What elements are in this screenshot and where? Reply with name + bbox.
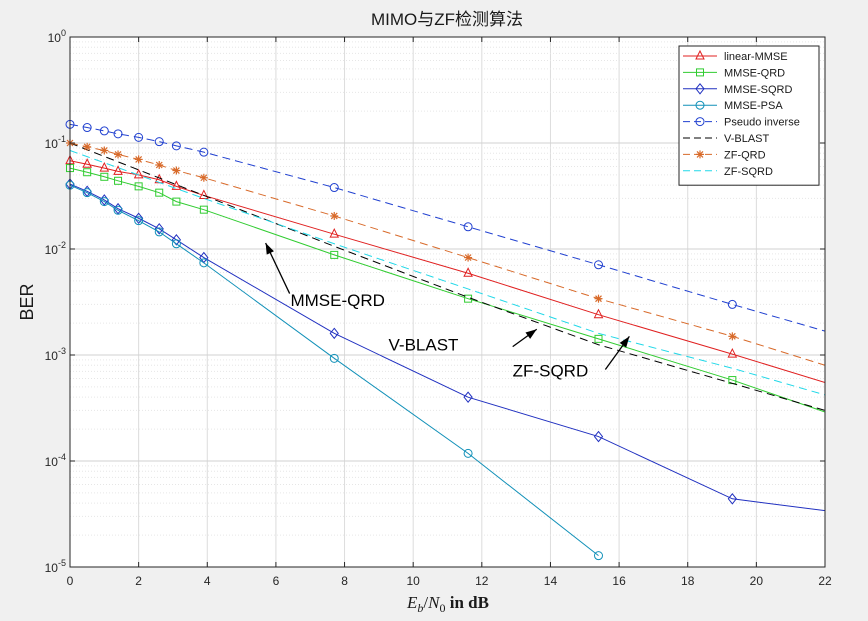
series-marker xyxy=(155,161,163,169)
y-tick-label: 10-5 xyxy=(45,558,66,575)
series-marker xyxy=(100,146,108,154)
series-marker xyxy=(696,150,704,158)
x-tick-label: 0 xyxy=(67,574,74,588)
annotation-label: MMSE-QRD xyxy=(290,291,384,310)
x-tick-label: 22 xyxy=(818,574,832,588)
y-axis-label: BER xyxy=(17,283,37,320)
x-tick-label: 16 xyxy=(612,574,626,588)
y-tick-label: 100 xyxy=(48,28,66,45)
legend-label: linear-MMSE xyxy=(724,51,788,63)
x-tick-label: 18 xyxy=(681,574,695,588)
annotation-label: V-BLAST xyxy=(389,336,459,355)
x-tick-label: 12 xyxy=(475,574,489,588)
annotation-label: ZF-SQRD xyxy=(513,361,589,380)
x-tick-label: 8 xyxy=(341,574,348,588)
series-marker xyxy=(200,174,208,182)
series-marker xyxy=(330,212,338,220)
legend: linear-MMSE MMSE-QRD MMSE-SQRD MMSE-PSA Pseu… xyxy=(679,46,819,185)
series-marker xyxy=(83,143,91,151)
x-tick-label: 6 xyxy=(273,574,280,588)
series-marker xyxy=(728,332,736,340)
xlabel-tail: in dB xyxy=(445,593,488,612)
legend-label: V-BLAST xyxy=(724,133,770,145)
series-marker xyxy=(595,295,603,303)
series-marker xyxy=(135,155,143,163)
series-marker xyxy=(464,254,472,262)
x-tick-label: 4 xyxy=(204,574,211,588)
y-tick-label: 10-2 xyxy=(45,240,66,257)
chart-title: MIMO与ZF检测算法 xyxy=(371,10,523,29)
legend-label: ZF-QRD xyxy=(724,149,766,161)
x-axis-label: Eb/N0 in dB xyxy=(406,593,489,615)
x-tick-label: 10 xyxy=(407,574,421,588)
legend-label: MMSE-PSA xyxy=(724,100,783,112)
legend-label: MMSE-QRD xyxy=(724,67,785,79)
y-tick-label: 10-3 xyxy=(45,346,66,363)
legend-label: MMSE-SQRD xyxy=(724,84,793,96)
x-tick-label: 20 xyxy=(750,574,764,588)
y-tick-label: 10-1 xyxy=(45,134,66,151)
xlabel-e: E xyxy=(406,593,418,612)
x-tick-label: 14 xyxy=(544,574,558,588)
legend-label: Pseudo inverse xyxy=(724,117,800,129)
series-marker xyxy=(114,150,122,158)
legend-label: ZF-SQRD xyxy=(724,166,773,178)
y-tick-label: 10-4 xyxy=(45,452,66,469)
series-marker xyxy=(172,167,180,175)
x-tick-label: 2 xyxy=(135,574,142,588)
